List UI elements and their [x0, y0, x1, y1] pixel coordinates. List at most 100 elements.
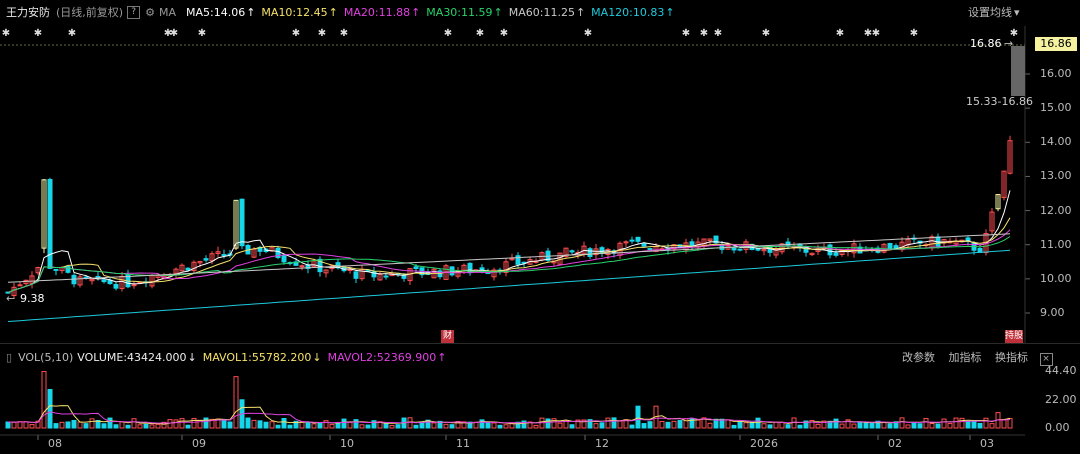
volume-bar: [491, 422, 497, 429]
time-tick-label: 03: [980, 437, 994, 450]
volume-bar: [941, 418, 947, 429]
volume-bar: [767, 424, 773, 429]
volume-bar: [323, 420, 329, 429]
volume-bar: [503, 424, 509, 429]
close-icon[interactable]: ×: [1039, 352, 1053, 366]
event-marker-icon: ✱: [872, 28, 880, 39]
event-marker-icon: ✱: [700, 28, 708, 39]
event-marker-icon: ✱: [340, 28, 348, 39]
mavol2-up-arrow-icon: ↑: [437, 350, 447, 364]
volume-bar: [647, 421, 653, 429]
volume-bar: [905, 424, 911, 429]
volume-bar: [407, 417, 413, 429]
event-marker-icon: ✱: [864, 28, 872, 39]
volume-bar: [629, 424, 635, 429]
event-marker-icon: ✱: [836, 28, 844, 39]
volume-bar: [785, 424, 791, 429]
volume-bar: [1007, 417, 1013, 429]
candle-body: [77, 276, 83, 286]
volume-bar: [893, 421, 899, 429]
event-marker-icon: ✱: [34, 28, 42, 39]
ma-settings-button[interactable]: 设置均线 ▾: [968, 4, 1020, 20]
candle-body: [809, 252, 815, 256]
volume-bar: [935, 423, 941, 429]
candle-body: [563, 247, 569, 257]
volume-bar: [275, 424, 281, 429]
volume-bar: [17, 421, 23, 429]
moving-average-lines: [7, 190, 1011, 425]
volume-bar: [437, 420, 443, 429]
volume-bar: [269, 421, 275, 429]
volume-bar: [761, 423, 767, 429]
candle-body: [215, 251, 221, 254]
price-tick-label: 11.00: [1040, 237, 1072, 251]
mavol2-value: MAVOL2:52369.900: [327, 350, 437, 364]
volume-bar: [335, 422, 341, 429]
volume-bar: [851, 423, 857, 429]
candle-body: [323, 269, 329, 274]
volume-bar: [965, 421, 971, 429]
volume-bar: [71, 419, 77, 429]
edit-params-button[interactable]: 改参数: [902, 350, 935, 364]
time-tick-label: 10: [340, 437, 354, 450]
candle-body: [635, 236, 641, 242]
volume-bar: [203, 417, 209, 429]
earnings-tag[interactable]: 财: [441, 330, 454, 343]
event-marker-icon: ✱: [164, 28, 172, 39]
ma5-value: MA5:14.06: [185, 5, 246, 19]
volume-bar: [11, 421, 17, 429]
volume-bar: [875, 420, 881, 429]
gear-icon[interactable]: ⚙: [145, 5, 155, 19]
volume-bar: [389, 424, 395, 429]
ma60-value: MA60:11.25: [508, 5, 575, 19]
volume-bar: [773, 421, 779, 429]
volume-bar: [923, 417, 929, 429]
volume-bar: [47, 388, 53, 429]
ma-label: MA: [158, 5, 176, 19]
candle-body: [299, 265, 305, 268]
volume-bar: [779, 421, 785, 429]
volume-bar: [395, 424, 401, 429]
event-marker-icon: ✱: [292, 28, 300, 39]
candle-body: [347, 268, 353, 271]
lock-icon[interactable]: ▯: [6, 350, 13, 364]
volume-bar: [5, 421, 11, 429]
volume-bar: [479, 419, 485, 429]
candle-body: [785, 241, 791, 247]
volume-bar: [233, 376, 239, 429]
candle-body: [209, 253, 215, 262]
candle-body: [827, 244, 833, 256]
volume-bar: [113, 424, 119, 429]
volume-bar: [221, 419, 227, 429]
current-price-tag: 16.86: [1035, 37, 1077, 51]
volume-bar: [131, 418, 137, 429]
event-marker-icon: ✱: [170, 28, 178, 39]
volume-bar: [443, 423, 449, 429]
volume-bar: [35, 420, 41, 429]
event-marker-icon: ✱: [476, 28, 484, 39]
volume-bar: [23, 421, 29, 429]
volume-bar: [53, 423, 59, 429]
ma20-value: MA20:11.88: [343, 5, 411, 19]
volume-bar: [563, 420, 569, 429]
volume-bar: [947, 422, 953, 429]
vol-indicator-label: VOL(5,10): [18, 350, 74, 364]
price-tick-label: 16.00: [1040, 67, 1072, 80]
volume-bar: [509, 422, 515, 429]
candle-body: [65, 265, 71, 273]
volume-bar: [659, 421, 665, 429]
volume-bar: [809, 419, 815, 429]
help-icon[interactable]: ?: [127, 5, 141, 19]
ma30-value: MA30:11.59: [426, 5, 493, 19]
mavol1-value: MAVOL1:55782.200: [202, 350, 312, 364]
event-markers: ✱ ✱ ✱ ✱✱ ✱ ✱ ✱ ✱ ✱ ✱ ✱ ✱ ✱ ✱ ✱ ✱ ✱ ✱ ✱ ✱ ✱: [2, 28, 1018, 39]
volume-bar: [569, 424, 575, 429]
add-indicator-button[interactable]: 加指标: [948, 350, 982, 364]
candle-body: [761, 248, 767, 252]
candle-body: [275, 247, 281, 259]
candle-body: [755, 248, 761, 251]
switch-indicator-button[interactable]: 换指标: [995, 350, 1028, 364]
volume-bar: [1001, 419, 1007, 429]
ex-rights-tag[interactable]: 持股: [1005, 330, 1024, 343]
